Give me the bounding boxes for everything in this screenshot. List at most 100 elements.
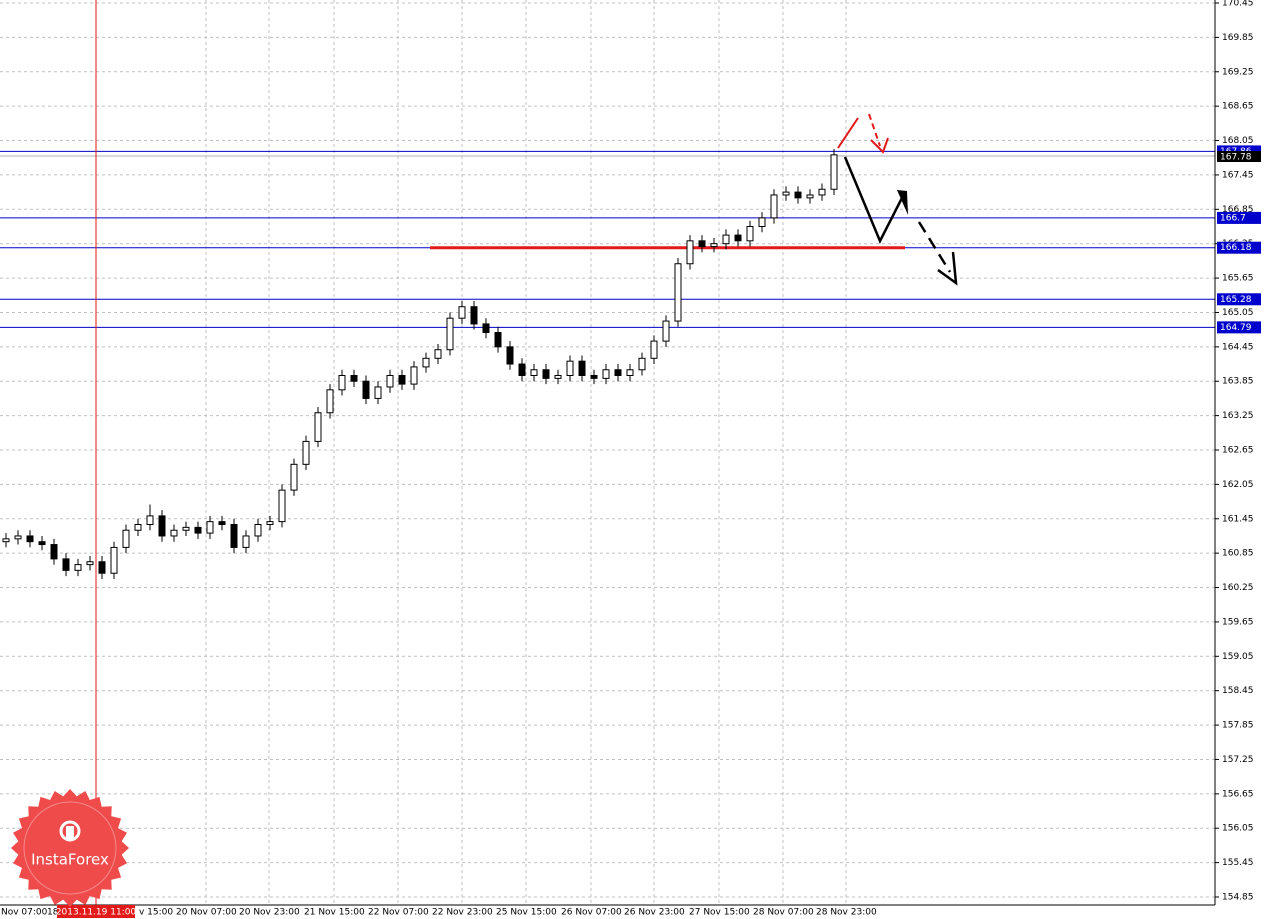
level-label-box xyxy=(1217,241,1261,254)
candle-body xyxy=(398,375,406,385)
y-tick-label: 165.65 xyxy=(1222,274,1254,284)
level-label-box xyxy=(1217,321,1261,334)
y-tick-label: 162.65 xyxy=(1222,446,1254,456)
current-price-box xyxy=(1217,151,1261,163)
x-tick-label: 26 Nov 07:00 xyxy=(561,908,622,918)
candle-body xyxy=(458,306,466,319)
candle-body xyxy=(170,529,178,537)
candle-body xyxy=(518,363,526,376)
candle-body xyxy=(422,357,430,368)
candle-body xyxy=(494,332,502,348)
y-tick-label: 168.65 xyxy=(1222,102,1254,112)
x-tick-label: 28 Nov 07:00 xyxy=(753,908,814,918)
cursor-label-box xyxy=(57,905,135,918)
y-tick-label: 158.45 xyxy=(1222,686,1254,696)
candle-body xyxy=(278,489,286,523)
candle-body xyxy=(194,526,202,534)
candle-body xyxy=(374,386,382,399)
y-tick-label: 156.65 xyxy=(1222,789,1254,799)
candle-body xyxy=(818,188,826,196)
candle-body xyxy=(434,349,442,359)
candle-body xyxy=(710,243,718,248)
logo-icon xyxy=(59,820,81,842)
x-tick-label: 20 Nov 23:00 xyxy=(239,908,300,918)
y-tick-label: 157.85 xyxy=(1222,721,1254,731)
y-tick-label: 159.65 xyxy=(1222,617,1254,627)
y-tick-label: 160.85 xyxy=(1222,549,1254,559)
level-label: 166.7 xyxy=(1220,213,1246,223)
candle-body xyxy=(650,340,658,359)
candle-body xyxy=(302,440,310,465)
candle-body xyxy=(230,524,238,548)
candle-body xyxy=(206,521,214,534)
candle-body xyxy=(182,526,190,531)
candle-body xyxy=(326,389,334,414)
level-label-box xyxy=(1217,211,1261,224)
x-tick-label: 21 Nov 15:00 xyxy=(304,908,365,918)
y-tick-label: 160.25 xyxy=(1222,583,1254,593)
candle-body xyxy=(566,360,574,376)
candle-body xyxy=(602,369,610,379)
x-tick-label: 26 Nov 23:00 xyxy=(624,908,685,918)
candle-body xyxy=(686,240,694,265)
level-label: 164.79 xyxy=(1220,323,1252,333)
candle-body xyxy=(86,561,94,566)
red-arrow xyxy=(837,117,859,149)
candle-body xyxy=(530,369,538,376)
y-tick-label: 167.45 xyxy=(1222,170,1254,180)
candle-body xyxy=(554,375,562,379)
candle-body xyxy=(2,538,10,543)
candle-body xyxy=(662,320,670,342)
candle-body xyxy=(482,323,490,334)
candle-body xyxy=(386,375,394,388)
candle-body xyxy=(314,412,322,442)
y-tick-label: 169.85 xyxy=(1222,33,1254,43)
forecast-arrow xyxy=(843,156,906,244)
logo: InstaForex xyxy=(11,789,129,907)
candle-body xyxy=(254,524,262,537)
x-tick-label: Nov 07:00 xyxy=(1,908,48,918)
level-label: 166.18 xyxy=(1220,243,1252,253)
candle-body xyxy=(782,191,790,196)
candle-body xyxy=(410,366,418,385)
x-tick-label: 18 xyxy=(47,908,59,918)
candle-body xyxy=(290,463,298,491)
candle-body xyxy=(746,226,754,242)
logo-text: InstaForex xyxy=(31,851,109,869)
y-tick-label: 168.05 xyxy=(1222,136,1254,146)
candle-body xyxy=(626,369,634,376)
candle-body xyxy=(758,217,766,227)
candle-body xyxy=(362,380,370,399)
candle-body xyxy=(674,263,682,322)
candle-body xyxy=(218,521,226,526)
candle-body xyxy=(578,360,586,376)
y-tick-label: 162.05 xyxy=(1222,480,1254,490)
candle-body xyxy=(542,369,550,379)
level-label-box xyxy=(1217,293,1261,306)
candle-body xyxy=(734,234,742,242)
candle-body xyxy=(110,546,118,574)
x-tick-label: v 15:00 xyxy=(139,908,173,918)
candle-body xyxy=(470,306,478,325)
forecast-dashed xyxy=(917,221,952,273)
arrow-head xyxy=(937,251,958,286)
arrow-head xyxy=(870,137,889,154)
x-tick-label: 28 Nov 23:00 xyxy=(816,908,877,918)
candle-body xyxy=(830,154,838,190)
y-tick-label: 169.25 xyxy=(1222,67,1254,77)
candle-body xyxy=(338,375,346,391)
candle-body xyxy=(806,194,814,199)
candle-body xyxy=(506,346,514,365)
y-tick-label: 156.05 xyxy=(1222,824,1254,834)
candle-body xyxy=(350,375,358,382)
grid xyxy=(0,0,1215,905)
y-tick-label: 159.05 xyxy=(1222,652,1254,662)
candle-body xyxy=(698,240,706,248)
y-tick-label: 154.85 xyxy=(1222,893,1254,903)
x-tick-label: 27 Nov 15:00 xyxy=(689,908,750,918)
candle-body xyxy=(158,515,166,537)
candle-body xyxy=(638,357,646,371)
candle-body xyxy=(14,535,22,540)
